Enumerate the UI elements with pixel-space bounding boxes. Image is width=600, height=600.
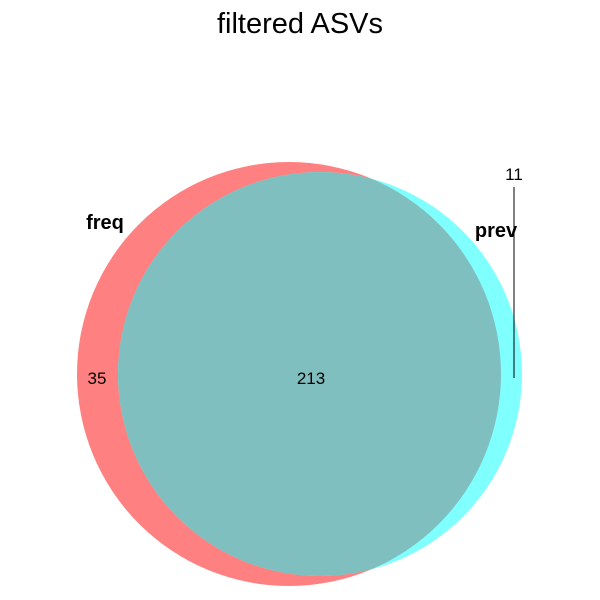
prev-set-label: prev xyxy=(475,220,518,242)
set-overlap-region xyxy=(118,172,501,576)
freq-set-label: freq xyxy=(86,212,124,234)
diagram-title: filtered ASVs xyxy=(217,8,383,40)
freq-only-count: 35 xyxy=(88,369,107,388)
intersection-count: 213 xyxy=(297,369,325,388)
prev-only-count: 11 xyxy=(505,165,523,184)
